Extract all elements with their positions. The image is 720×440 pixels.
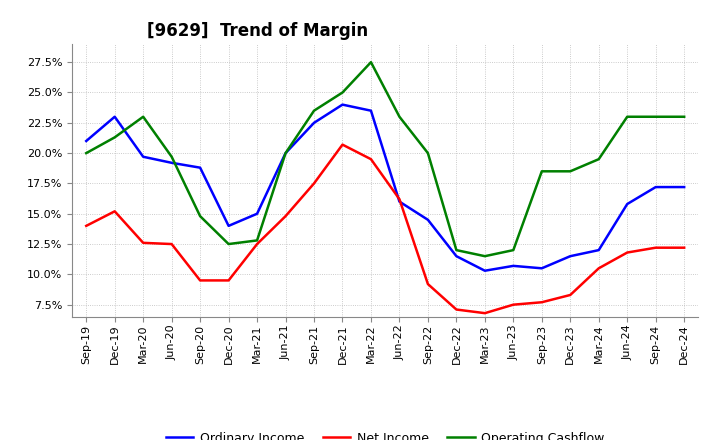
Ordinary Income bbox=[310, 120, 318, 125]
Net Income bbox=[82, 223, 91, 228]
Operating Cashflow bbox=[167, 154, 176, 159]
Ordinary Income bbox=[139, 154, 148, 159]
Net Income bbox=[110, 209, 119, 214]
Ordinary Income bbox=[196, 165, 204, 170]
Text: [9629]  Trend of Margin: [9629] Trend of Margin bbox=[147, 22, 369, 40]
Net Income bbox=[167, 242, 176, 247]
Line: Net Income: Net Income bbox=[86, 145, 684, 313]
Operating Cashflow bbox=[652, 114, 660, 119]
Ordinary Income bbox=[366, 108, 375, 114]
Ordinary Income bbox=[395, 199, 404, 204]
Net Income bbox=[680, 245, 688, 250]
Ordinary Income bbox=[680, 184, 688, 190]
Ordinary Income bbox=[623, 202, 631, 207]
Operating Cashflow bbox=[680, 114, 688, 119]
Ordinary Income bbox=[595, 247, 603, 253]
Line: Ordinary Income: Ordinary Income bbox=[86, 105, 684, 271]
Net Income bbox=[225, 278, 233, 283]
Operating Cashflow bbox=[282, 150, 290, 156]
Net Income bbox=[480, 311, 489, 316]
Ordinary Income bbox=[110, 114, 119, 119]
Ordinary Income bbox=[537, 266, 546, 271]
Ordinary Income bbox=[566, 253, 575, 259]
Ordinary Income bbox=[225, 223, 233, 228]
Ordinary Income bbox=[509, 263, 518, 268]
Net Income bbox=[623, 250, 631, 255]
Ordinary Income bbox=[480, 268, 489, 273]
Operating Cashflow bbox=[566, 169, 575, 174]
Net Income bbox=[196, 278, 204, 283]
Net Income bbox=[537, 300, 546, 305]
Operating Cashflow bbox=[366, 59, 375, 65]
Net Income bbox=[310, 181, 318, 186]
Ordinary Income bbox=[282, 150, 290, 156]
Ordinary Income bbox=[82, 138, 91, 143]
Operating Cashflow bbox=[480, 253, 489, 259]
Operating Cashflow bbox=[225, 242, 233, 247]
Net Income bbox=[652, 245, 660, 250]
Net Income bbox=[566, 292, 575, 297]
Ordinary Income bbox=[423, 217, 432, 223]
Operating Cashflow bbox=[310, 108, 318, 114]
Operating Cashflow bbox=[537, 169, 546, 174]
Net Income bbox=[253, 242, 261, 247]
Net Income bbox=[395, 197, 404, 202]
Net Income bbox=[366, 157, 375, 162]
Operating Cashflow bbox=[595, 157, 603, 162]
Net Income bbox=[338, 142, 347, 147]
Operating Cashflow bbox=[82, 150, 91, 156]
Operating Cashflow bbox=[623, 114, 631, 119]
Operating Cashflow bbox=[423, 150, 432, 156]
Operating Cashflow bbox=[452, 247, 461, 253]
Net Income bbox=[452, 307, 461, 312]
Net Income bbox=[509, 302, 518, 307]
Ordinary Income bbox=[452, 253, 461, 259]
Line: Operating Cashflow: Operating Cashflow bbox=[86, 62, 684, 256]
Net Income bbox=[595, 266, 603, 271]
Operating Cashflow bbox=[196, 213, 204, 219]
Ordinary Income bbox=[338, 102, 347, 107]
Net Income bbox=[282, 213, 290, 219]
Ordinary Income bbox=[253, 211, 261, 216]
Net Income bbox=[139, 240, 148, 246]
Operating Cashflow bbox=[509, 247, 518, 253]
Operating Cashflow bbox=[110, 135, 119, 140]
Operating Cashflow bbox=[139, 114, 148, 119]
Ordinary Income bbox=[167, 160, 176, 165]
Ordinary Income bbox=[652, 184, 660, 190]
Operating Cashflow bbox=[253, 238, 261, 243]
Legend: Ordinary Income, Net Income, Operating Cashflow: Ordinary Income, Net Income, Operating C… bbox=[161, 427, 609, 440]
Net Income bbox=[423, 282, 432, 287]
Operating Cashflow bbox=[338, 90, 347, 95]
Operating Cashflow bbox=[395, 114, 404, 119]
